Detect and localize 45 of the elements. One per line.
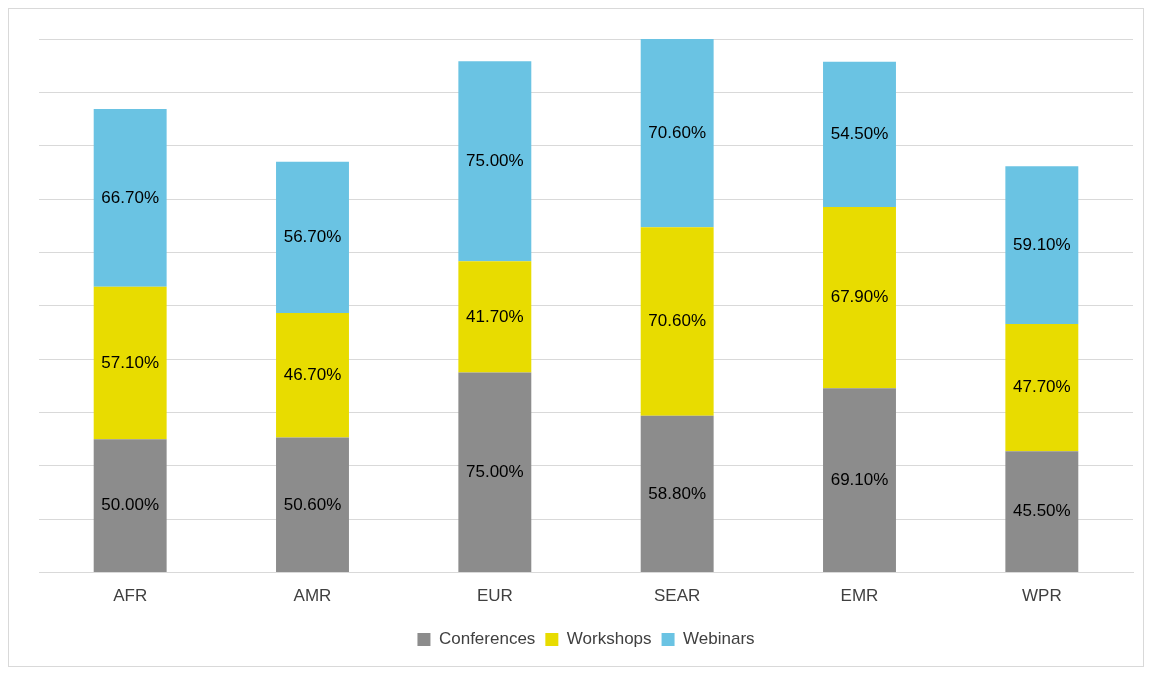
- bar: [1005, 323, 1079, 452]
- data-label: 41.70%: [466, 306, 524, 326]
- legend-label: Workshops: [566, 629, 652, 649]
- bar: [640, 39, 714, 228]
- data-label: 75.00%: [466, 150, 524, 170]
- bar: [93, 439, 167, 573]
- data-label: 70.60%: [648, 122, 706, 142]
- data-label: 59.10%: [1013, 234, 1071, 254]
- bar: [458, 372, 532, 573]
- data-label: 57.10%: [101, 352, 159, 372]
- bar: [823, 61, 896, 208]
- x-tick-label: EMR: [840, 586, 879, 606]
- bar: [640, 415, 714, 573]
- data-label: 46.70%: [283, 364, 342, 384]
- bar: [276, 313, 349, 438]
- legend-label: Conferences: [438, 629, 536, 649]
- bar: [458, 61, 532, 262]
- data-label: 70.60%: [648, 311, 706, 331]
- bar: [93, 286, 167, 440]
- x-tick-label: AMR: [293, 586, 332, 606]
- x-tick-label: WPR: [1022, 586, 1062, 606]
- bar: [93, 108, 167, 287]
- bar: [640, 227, 714, 416]
- bar: [458, 261, 532, 373]
- x-tick-label: SEAR: [654, 586, 701, 606]
- legend-label: Webinars: [683, 629, 755, 649]
- x-tick-label: EUR: [476, 586, 513, 606]
- bar: [1005, 451, 1079, 573]
- data-label: 69.10%: [830, 469, 889, 489]
- x-tick-label: AFR: [113, 586, 148, 606]
- bar: [823, 388, 896, 573]
- bar: [276, 161, 349, 313]
- data-label: 50.00%: [101, 495, 159, 515]
- data-label: 75.00%: [466, 461, 524, 481]
- bar: [823, 207, 896, 389]
- data-label: 45.50%: [1013, 501, 1071, 521]
- data-label: 56.70%: [283, 227, 342, 247]
- bar: [276, 437, 349, 573]
- data-label: 50.60%: [283, 494, 342, 514]
- data-label: 67.90%: [830, 287, 889, 307]
- data-label: 58.80%: [648, 483, 706, 503]
- data-label: 54.50%: [830, 124, 889, 144]
- bar: [1005, 166, 1079, 324]
- data-label: 66.70%: [101, 187, 159, 207]
- data-label: 47.70%: [1013, 377, 1071, 397]
